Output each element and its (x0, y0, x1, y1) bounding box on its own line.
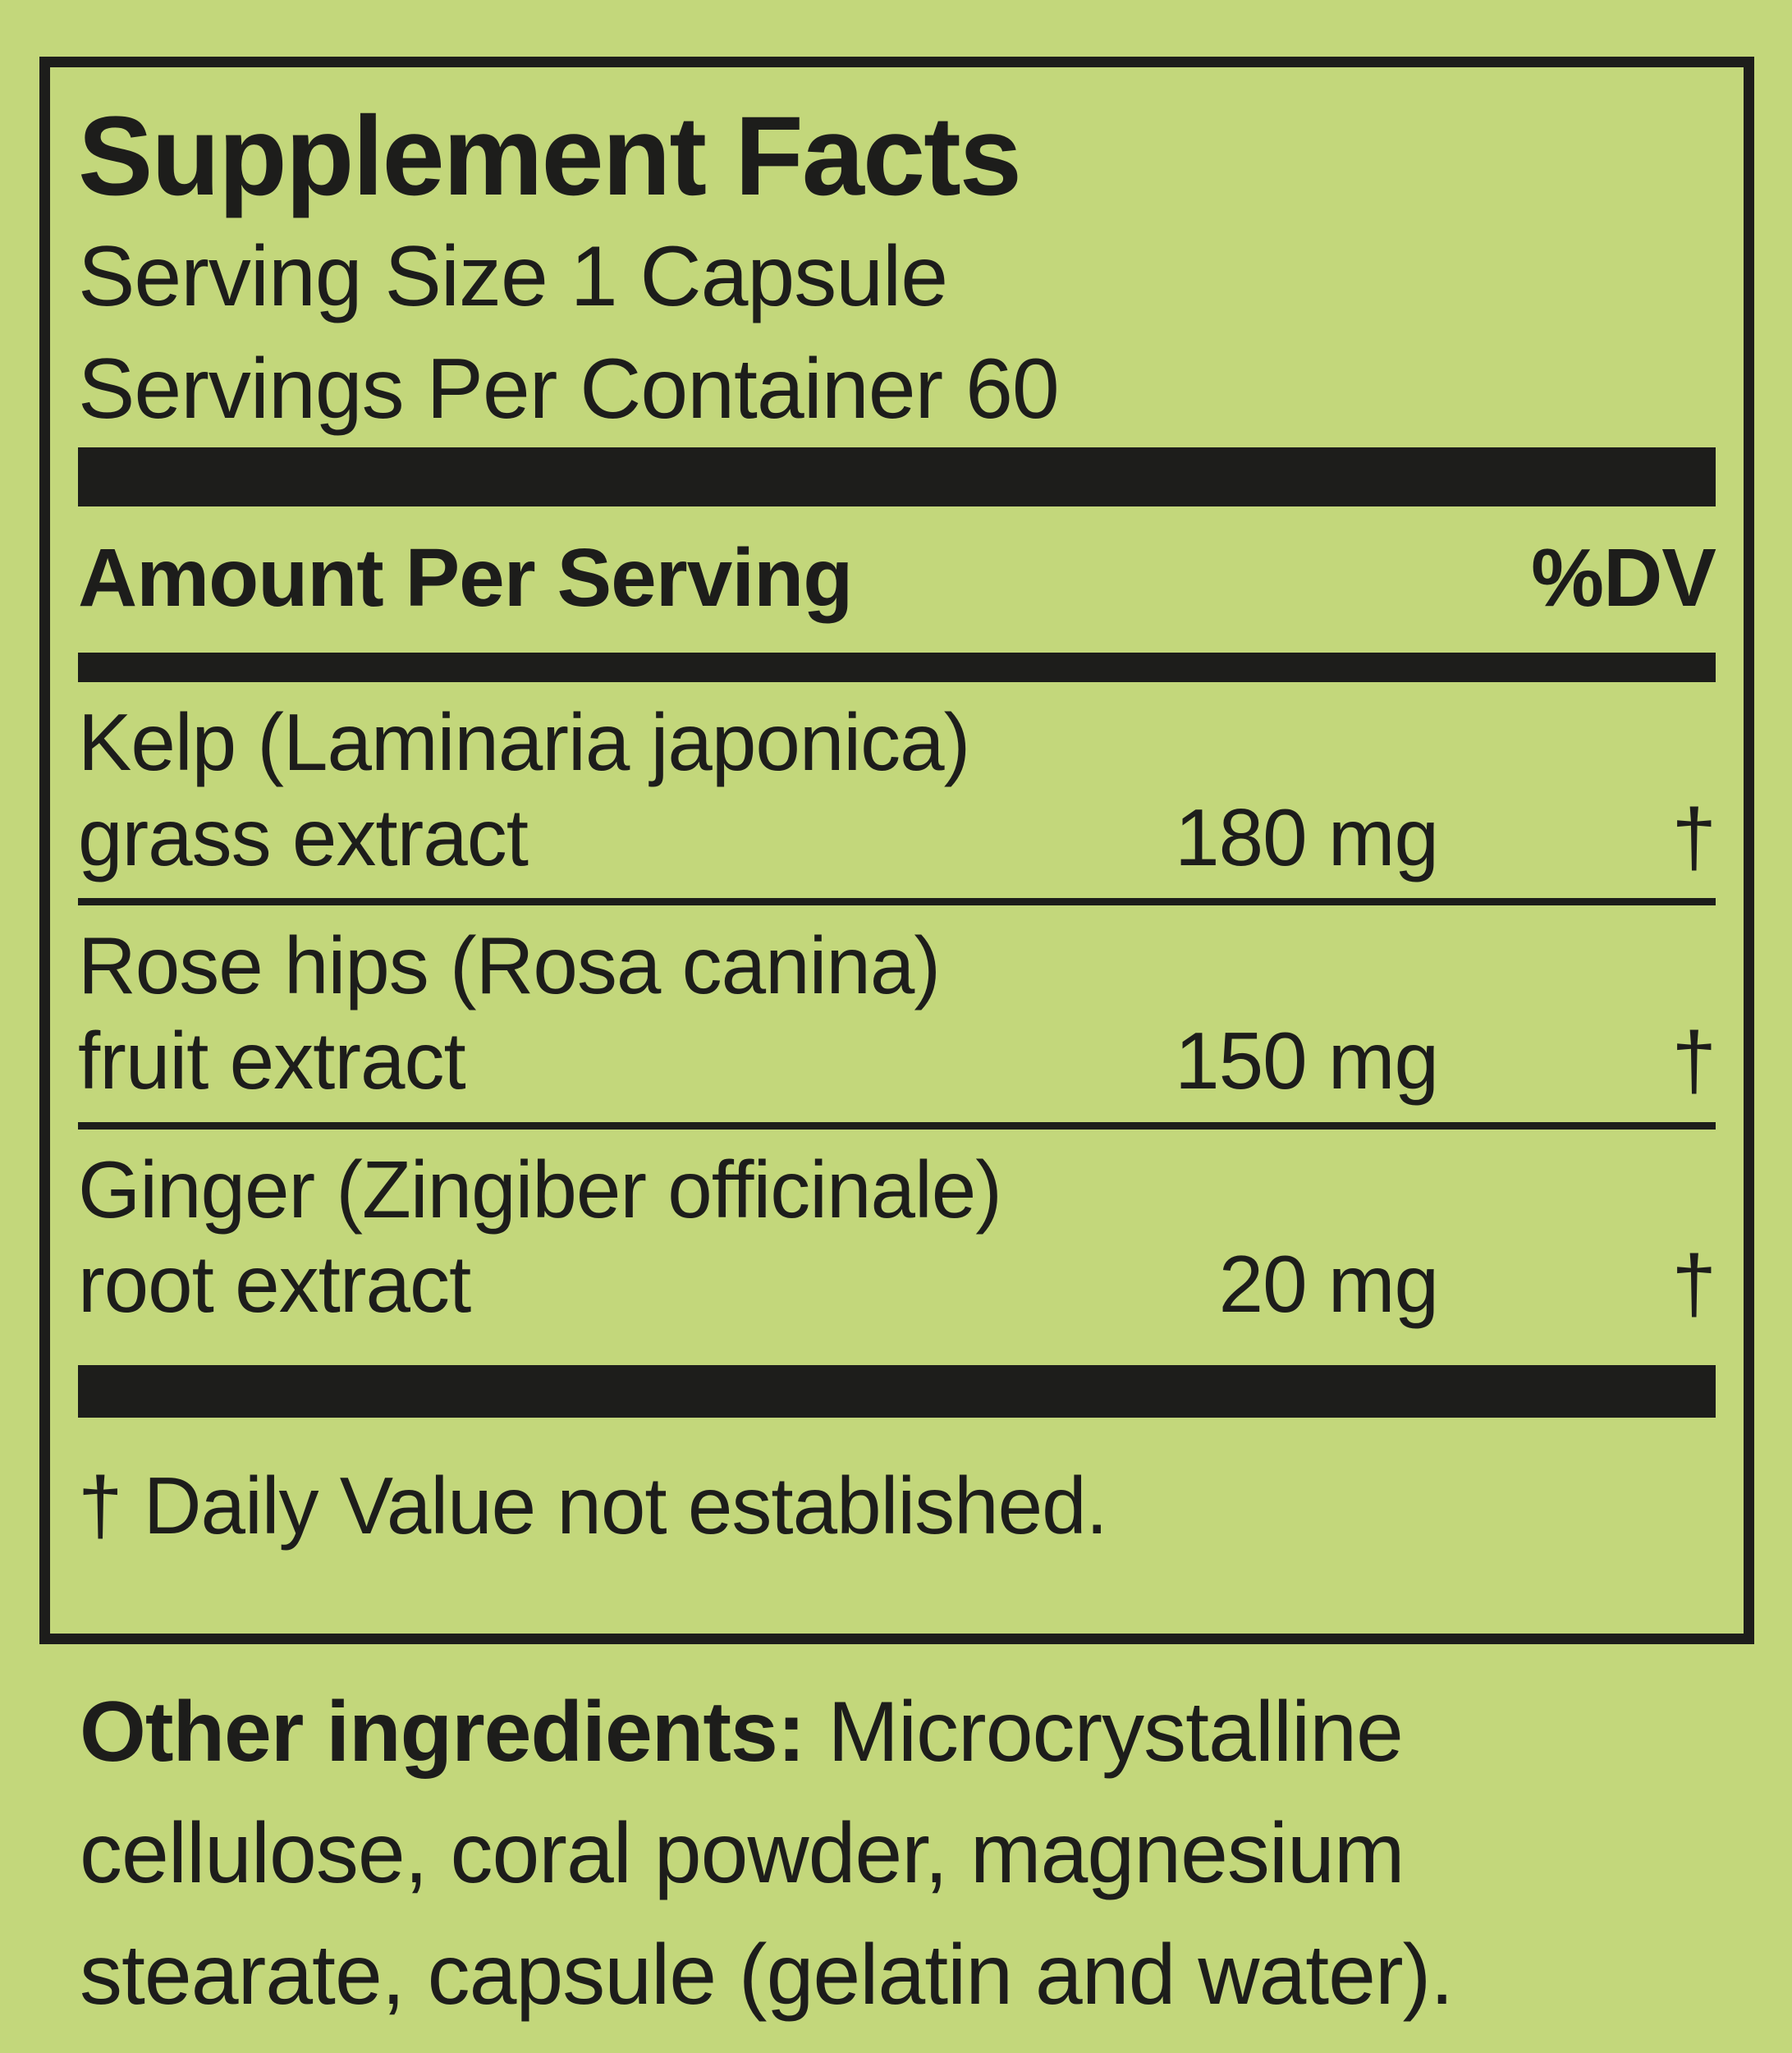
ingredient-name: Ginger (Zingiber officinale) (78, 1143, 1002, 1235)
table-row: Ginger (Zingiber officinale) root extrac… (78, 1130, 1716, 1345)
table-row: Rose hips (Rosa canina) fruit extract 15… (78, 905, 1716, 1130)
other-ingredients-text: Microcrystalline cellulose, coral powder… (80, 1684, 1454, 2023)
table-header: Amount Per Serving %DV (78, 529, 1716, 626)
serving-info: Serving Size 1 Capsule Servings Per Cont… (78, 221, 1716, 447)
divider-bar-mid (78, 653, 1716, 683)
ingredient-dv: † (1671, 1015, 1716, 1107)
divider-bar-thick (78, 447, 1716, 507)
ingredient-part: grass extract (78, 791, 529, 882)
panel-title: Supplement Facts (78, 94, 1022, 219)
divider-bar-bottom (78, 1364, 1716, 1418)
percent-dv-header: %DV (1531, 532, 1716, 625)
ingredient-dv: † (1671, 1239, 1716, 1330)
ingredient-name: Rose hips (Rosa canina) (78, 920, 941, 1011)
supplement-facts-panel: Supplement Facts Serving Size 1 Capsule … (39, 57, 1754, 1644)
amount-per-serving-header: Amount Per Serving (78, 532, 853, 625)
servings-per-container-line: Servings Per Container 60 (78, 341, 1060, 437)
other-ingredients: Other ingredients: Microcrystalline cell… (80, 1671, 1713, 2036)
ingredient-name: Kelp (Laminaria japonica) (78, 697, 970, 788)
ingredient-amount: 150 mg (1175, 1015, 1439, 1107)
table-row: Kelp (Laminaria japonica) grass extract … (78, 682, 1716, 906)
ingredient-part: fruit extract (78, 1015, 466, 1107)
ingredient-dv: † (1671, 791, 1716, 882)
ingredient-amount: 180 mg (1175, 791, 1439, 882)
ingredient-amount: 20 mg (1218, 1239, 1439, 1330)
other-ingredients-lead: Other ingredients: (80, 1684, 805, 1780)
daily-value-footnote: † Daily Value not established. (78, 1460, 1108, 1551)
serving-size-line: Serving Size 1 Capsule (78, 228, 948, 324)
ingredient-part: root extract (78, 1239, 471, 1330)
